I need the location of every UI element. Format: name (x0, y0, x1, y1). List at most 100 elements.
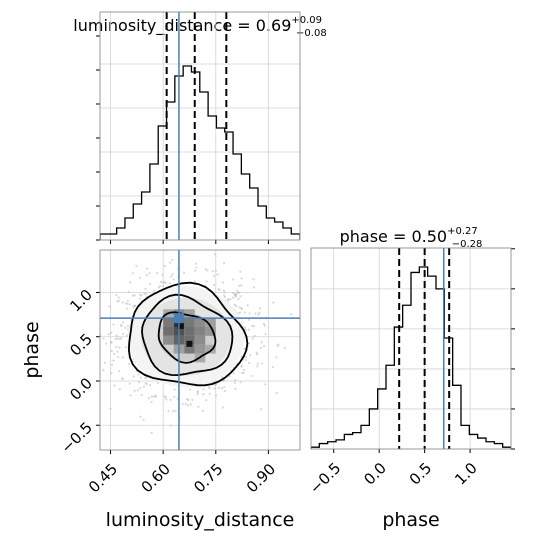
scatter-point (110, 371, 113, 375)
scatter-point (208, 392, 211, 396)
scatter-point (237, 297, 240, 301)
phase-y-tick-label: 0.0 (66, 374, 96, 404)
scatter-point (211, 270, 215, 273)
scatter-point (251, 337, 254, 340)
scatter-point (121, 377, 124, 380)
scatter-point (144, 287, 147, 290)
density-cell (184, 344, 195, 354)
scatter-point (120, 337, 123, 340)
contour-middle (141, 293, 234, 377)
phase-histogram (311, 266, 511, 449)
scatter-point (109, 341, 113, 344)
scatter-point (126, 302, 129, 305)
scatter-point (157, 286, 161, 289)
scatter-point (85, 324, 87, 326)
scatter-point (121, 301, 124, 304)
scatter-point (196, 390, 199, 394)
scatter-point (125, 334, 129, 337)
scatter-point (118, 370, 121, 373)
scatter-point (239, 381, 242, 384)
scatter-point (138, 276, 142, 279)
scatter-point (136, 389, 139, 392)
scatter-point (137, 373, 140, 376)
scatter-point (233, 303, 236, 306)
scatter-point (131, 272, 134, 275)
scatter-point (229, 298, 232, 301)
density-cell (163, 318, 174, 327)
luminosity-distance-title-sup: +0.09 (291, 15, 322, 26)
scatter-point (127, 290, 130, 294)
scatter-point (148, 272, 151, 275)
density-cell (184, 318, 195, 327)
scatter-point (235, 304, 238, 308)
scatter-point (240, 308, 243, 311)
luminosity-distance-histogram (100, 65, 300, 240)
scatter-point (240, 277, 243, 280)
scatter-point (162, 281, 165, 284)
scatter-point (132, 375, 135, 378)
scatter-point (139, 376, 142, 379)
phase-x-tick-label: 0.5 (406, 459, 436, 489)
scatter-point (156, 271, 159, 275)
scatter-point (244, 328, 247, 331)
density-cell (184, 335, 195, 345)
phase-y-tick-label: −0.5 (58, 419, 96, 457)
scatter-point (202, 393, 205, 396)
scatter-point (283, 347, 286, 350)
scatter-point (254, 312, 257, 315)
scatter-point (263, 324, 266, 327)
density-cell (163, 326, 174, 336)
scatter-point (90, 307, 92, 309)
phase-y-tick-label: 0.5 (66, 330, 96, 360)
scatter-point (255, 353, 259, 356)
scatter-point (290, 313, 293, 316)
scatter-point (216, 273, 219, 276)
scatter-point (102, 337, 105, 340)
scatter-point (181, 402, 184, 406)
scatter-point (127, 362, 131, 365)
scatter-point (235, 289, 239, 292)
scatter-point (132, 305, 135, 308)
scatter-point (112, 323, 115, 326)
scatter-point (137, 380, 140, 384)
scatter-point (148, 383, 152, 387)
scatter-point (107, 333, 110, 336)
scatter-point (220, 387, 224, 390)
scatter-point (116, 350, 119, 353)
scatter-point (231, 291, 235, 295)
scatter-point (222, 281, 225, 284)
scatter-point (163, 395, 166, 398)
scatter-point (127, 325, 130, 328)
scatter-point (169, 398, 172, 401)
br-quantiles (398, 248, 451, 449)
density-cell (184, 309, 195, 319)
scatter-point (259, 408, 263, 411)
scatter-point (147, 397, 151, 400)
scatter-point (150, 395, 153, 398)
density-cell (194, 344, 206, 354)
scatter-point (275, 356, 278, 359)
tl-frame (99, 11, 301, 241)
scatter-point (161, 284, 165, 288)
scatter-point (150, 400, 153, 404)
density-cell (194, 326, 206, 336)
scatter-point (252, 286, 256, 289)
scatter-point (191, 398, 194, 402)
scatter-point (204, 268, 207, 271)
scatter-point (257, 313, 260, 316)
phase-xlabel: phase (382, 509, 439, 531)
density-cell (184, 326, 195, 336)
scatter-point (159, 280, 163, 284)
scatter-point (150, 431, 153, 434)
scatter-point (223, 291, 226, 294)
scatter-point (256, 362, 259, 365)
scatter-point (148, 282, 151, 285)
scatter-point (234, 379, 237, 382)
scatter-point (142, 385, 146, 388)
scatter-point (154, 394, 157, 397)
scatter-point (169, 261, 172, 264)
density-cells (127, 286, 245, 388)
scatter-point (125, 346, 128, 349)
scatter-point (161, 273, 164, 276)
luminosity-distance-title-label: luminosity_distance = 0.69 (73, 16, 291, 36)
